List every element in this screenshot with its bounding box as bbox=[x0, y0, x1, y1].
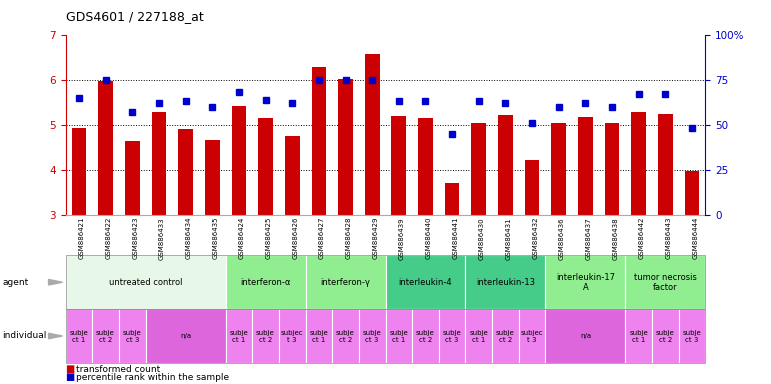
Text: GSM886436: GSM886436 bbox=[559, 217, 565, 260]
Bar bbox=[498, 115, 513, 215]
Text: GSM886433: GSM886433 bbox=[159, 217, 165, 260]
Bar bbox=[392, 116, 406, 215]
Text: transformed count: transformed count bbox=[76, 365, 160, 374]
Text: interleukin-4: interleukin-4 bbox=[399, 278, 453, 287]
Text: GSM886428: GSM886428 bbox=[345, 217, 352, 260]
Text: interferon-γ: interferon-γ bbox=[321, 278, 370, 287]
Text: GSM886431: GSM886431 bbox=[506, 217, 511, 260]
Text: subje
ct 2: subje ct 2 bbox=[336, 329, 355, 343]
Text: subje
ct 1: subje ct 1 bbox=[230, 329, 248, 343]
Text: interleukin-17
A: interleukin-17 A bbox=[556, 273, 615, 292]
Text: GSM886424: GSM886424 bbox=[239, 217, 245, 259]
Text: subje
ct 2: subje ct 2 bbox=[416, 329, 435, 343]
Text: subjec
t 3: subjec t 3 bbox=[521, 329, 544, 343]
Bar bbox=[178, 129, 193, 215]
Text: GSM886441: GSM886441 bbox=[452, 217, 458, 260]
Text: GDS4601 / 227188_at: GDS4601 / 227188_at bbox=[66, 10, 204, 23]
Text: subje
ct 2: subje ct 2 bbox=[256, 329, 275, 343]
Text: GSM886422: GSM886422 bbox=[106, 217, 112, 259]
Text: n/a: n/a bbox=[180, 333, 191, 339]
Text: subje
ct 1: subje ct 1 bbox=[389, 329, 408, 343]
Text: GSM886437: GSM886437 bbox=[585, 217, 591, 260]
Text: subje
ct 2: subje ct 2 bbox=[656, 329, 675, 343]
Text: GSM886425: GSM886425 bbox=[265, 217, 271, 259]
Text: GSM886442: GSM886442 bbox=[639, 217, 645, 259]
Text: GSM886427: GSM886427 bbox=[319, 217, 325, 260]
Text: interferon-α: interferon-α bbox=[241, 278, 291, 287]
Bar bbox=[152, 112, 167, 215]
Bar bbox=[125, 141, 140, 215]
Text: subje
ct 2: subje ct 2 bbox=[96, 329, 115, 343]
Text: GSM886434: GSM886434 bbox=[186, 217, 191, 260]
Text: GSM886440: GSM886440 bbox=[426, 217, 432, 260]
Text: subje
ct 3: subje ct 3 bbox=[683, 329, 702, 343]
Text: GSM886438: GSM886438 bbox=[612, 217, 618, 260]
Text: subje
ct 3: subje ct 3 bbox=[363, 329, 382, 343]
Bar bbox=[72, 128, 86, 215]
Text: GSM886423: GSM886423 bbox=[132, 217, 138, 260]
Bar bbox=[98, 81, 113, 215]
Bar bbox=[445, 182, 460, 215]
Text: n/a: n/a bbox=[580, 333, 591, 339]
Text: subje
ct 3: subje ct 3 bbox=[123, 329, 142, 343]
Text: ■: ■ bbox=[66, 364, 75, 374]
Bar bbox=[685, 171, 699, 215]
Text: percentile rank within the sample: percentile rank within the sample bbox=[76, 372, 229, 382]
Text: subje
ct 2: subje ct 2 bbox=[496, 329, 515, 343]
Bar bbox=[365, 53, 379, 215]
Bar bbox=[311, 68, 326, 215]
Bar bbox=[551, 122, 566, 215]
Polygon shape bbox=[49, 333, 62, 339]
Bar bbox=[205, 140, 220, 215]
Bar bbox=[258, 118, 273, 215]
Text: subje
ct 1: subje ct 1 bbox=[309, 329, 328, 343]
Bar bbox=[231, 106, 246, 215]
Text: GSM886430: GSM886430 bbox=[479, 217, 485, 260]
Bar bbox=[472, 123, 487, 215]
Bar bbox=[631, 112, 646, 215]
Bar bbox=[284, 136, 299, 215]
Text: subje
ct 3: subje ct 3 bbox=[443, 329, 462, 343]
Text: GSM886421: GSM886421 bbox=[79, 217, 85, 260]
Text: GSM886435: GSM886435 bbox=[212, 217, 218, 260]
Text: subje
ct 1: subje ct 1 bbox=[629, 329, 648, 343]
Text: untreated control: untreated control bbox=[109, 278, 182, 287]
Bar bbox=[338, 79, 353, 215]
Text: GSM886426: GSM886426 bbox=[292, 217, 298, 260]
Text: interleukin-13: interleukin-13 bbox=[476, 278, 535, 287]
Bar bbox=[418, 118, 433, 215]
Text: ■: ■ bbox=[66, 372, 75, 382]
Text: tumor necrosis
factor: tumor necrosis factor bbox=[634, 273, 697, 292]
Text: GSM886432: GSM886432 bbox=[532, 217, 538, 260]
Text: GSM886439: GSM886439 bbox=[399, 217, 405, 260]
Text: individual: individual bbox=[2, 331, 47, 341]
Text: agent: agent bbox=[2, 278, 29, 287]
Bar bbox=[578, 117, 593, 215]
Text: subje
ct 1: subje ct 1 bbox=[470, 329, 488, 343]
Text: GSM886444: GSM886444 bbox=[692, 217, 698, 259]
Text: subjec
t 3: subjec t 3 bbox=[281, 329, 304, 343]
Polygon shape bbox=[49, 280, 62, 285]
Text: subje
ct 1: subje ct 1 bbox=[69, 329, 88, 343]
Text: GSM886429: GSM886429 bbox=[372, 217, 378, 260]
Bar bbox=[658, 114, 673, 215]
Bar bbox=[525, 160, 540, 215]
Bar bbox=[604, 123, 619, 215]
Text: GSM886443: GSM886443 bbox=[665, 217, 672, 260]
